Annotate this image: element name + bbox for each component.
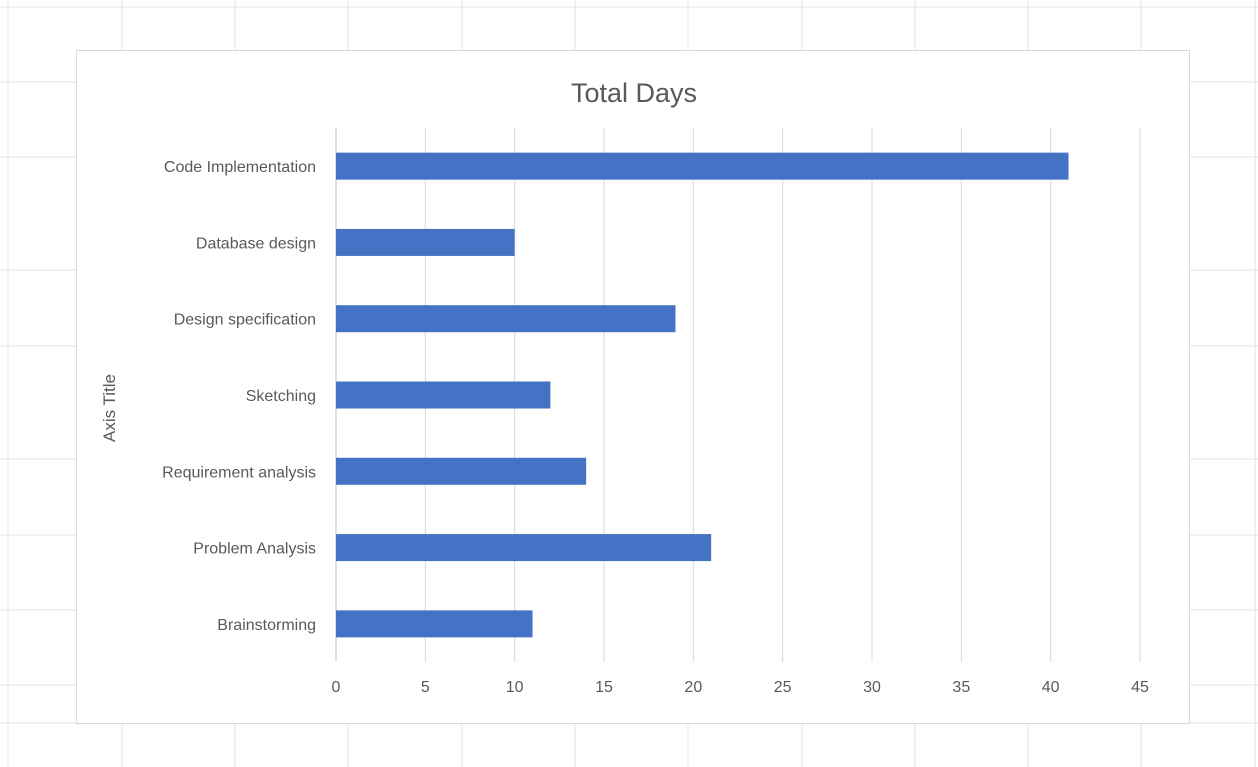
bars xyxy=(336,153,1069,638)
category-label: Problem Analysis xyxy=(193,541,316,558)
y-axis-title[interactable]: Axis Title xyxy=(100,374,119,442)
bar[interactable] xyxy=(336,305,675,332)
chart-title[interactable]: Total Days xyxy=(571,78,697,108)
category-label: Sketching xyxy=(246,388,316,405)
x-tick-label: 10 xyxy=(506,679,524,696)
chart-area[interactable]: Total Days Code Implementation Database d… xyxy=(76,50,1190,724)
x-tick-label: 30 xyxy=(863,679,881,696)
category-label: Database design xyxy=(196,235,316,252)
x-tick-label: 20 xyxy=(684,679,702,696)
category-labels: Code Implementation Database design Design… xyxy=(162,159,316,634)
bar-chart: Total Days Code Implementation Database d… xyxy=(77,51,1191,725)
bar[interactable] xyxy=(336,229,515,256)
bar[interactable] xyxy=(336,610,533,637)
x-tick-label: 5 xyxy=(421,679,430,696)
bar[interactable] xyxy=(336,153,1069,180)
x-tick-label: 15 xyxy=(595,679,613,696)
x-tick-label: 35 xyxy=(952,679,970,696)
bar[interactable] xyxy=(336,382,550,409)
x-tick-label: 40 xyxy=(1042,679,1060,696)
x-tick-label: 25 xyxy=(774,679,792,696)
x-tick-label: 45 xyxy=(1131,679,1149,696)
category-label: Design specification xyxy=(174,312,316,329)
category-label: Code Implementation xyxy=(164,159,316,176)
x-tick-label: 0 xyxy=(332,679,341,696)
x-axis-tick-labels: 0 5 10 15 20 25 30 35 40 45 xyxy=(332,679,1149,696)
bar[interactable] xyxy=(336,534,711,561)
bar[interactable] xyxy=(336,458,586,485)
category-label: Brainstorming xyxy=(217,617,316,634)
category-label: Requirement analysis xyxy=(162,464,316,481)
